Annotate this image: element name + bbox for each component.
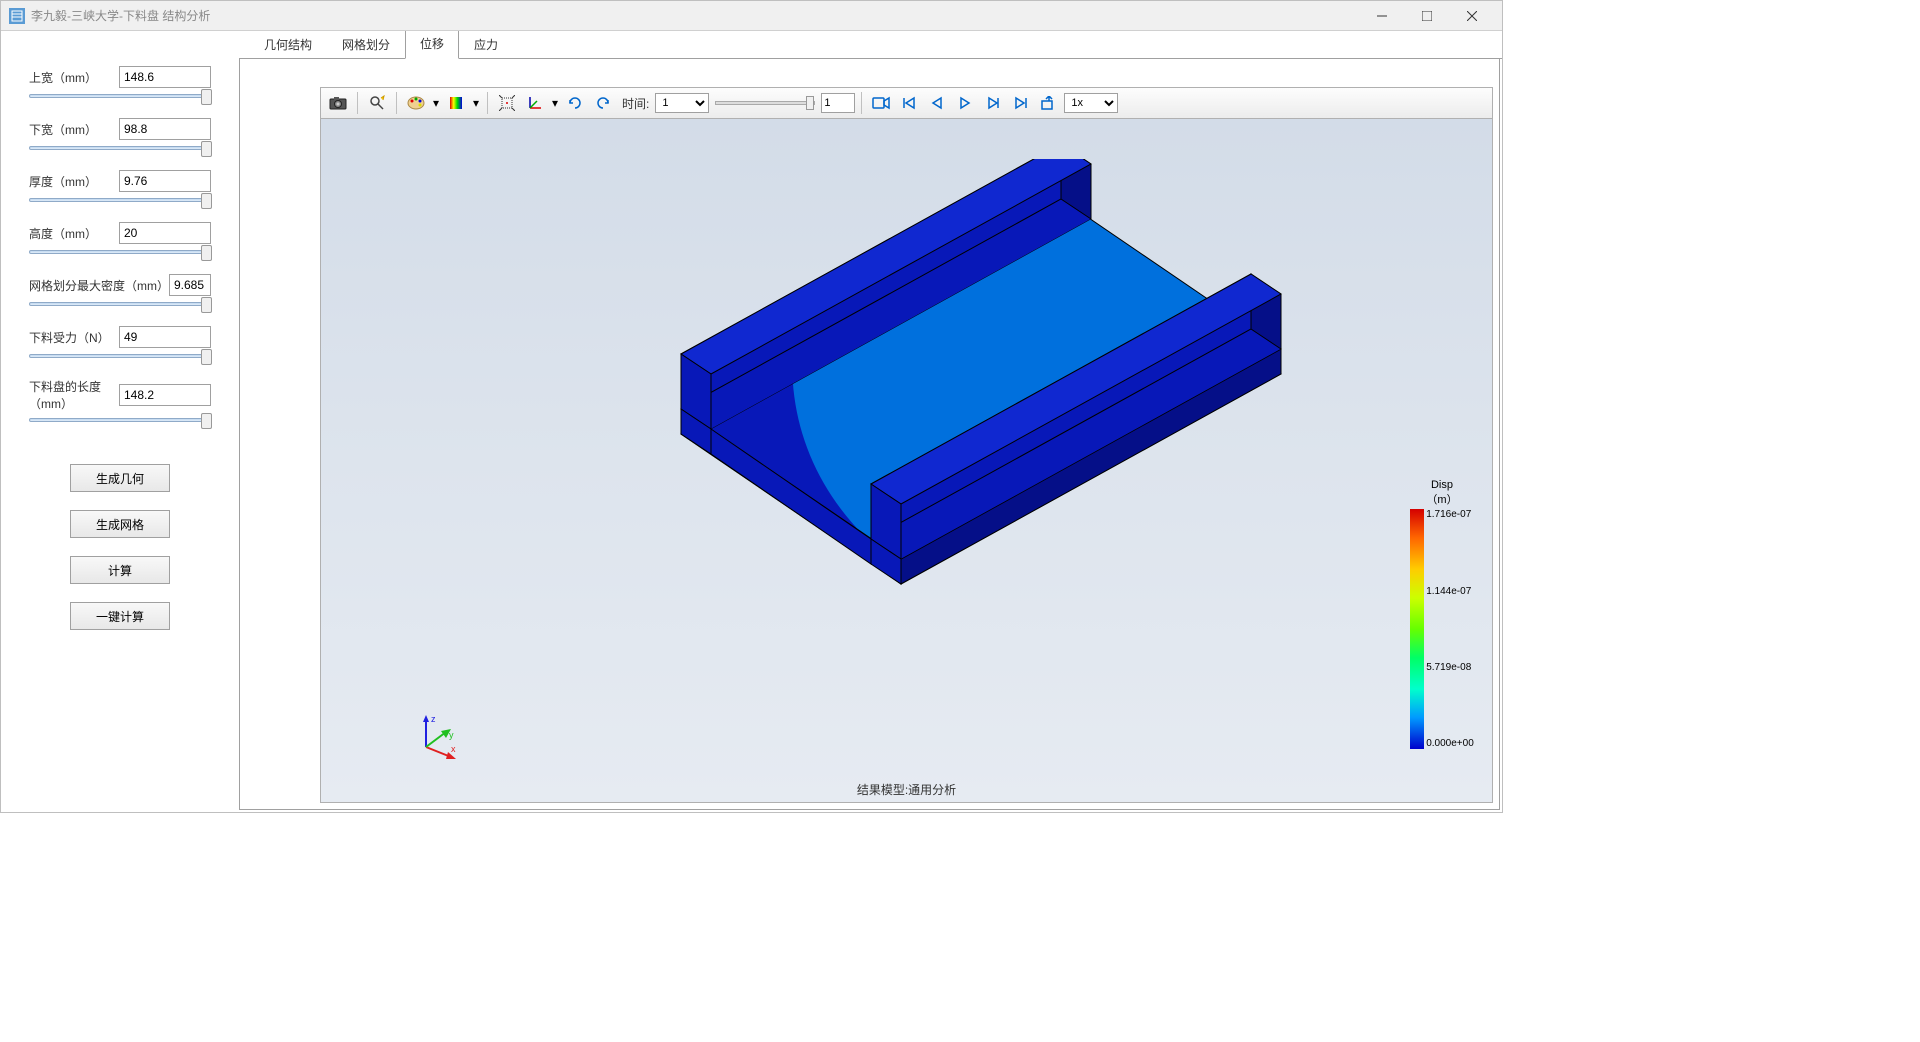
body: 上宽（mm） 下宽（mm） 厚度（mm） 高度（mm） 网格划分最大密度（mm） 下料受力… — [1, 31, 1502, 812]
param-input[interactable] — [119, 66, 211, 88]
param-slider[interactable] — [29, 250, 211, 254]
param-row: 下宽（mm） — [29, 118, 211, 140]
zoom-icon[interactable] — [364, 90, 390, 116]
speed-select[interactable]: 1x — [1064, 93, 1118, 113]
palette-icon[interactable] — [403, 90, 429, 116]
close-button[interactable] — [1449, 2, 1494, 30]
legend-title-1: Disp — [1431, 479, 1453, 492]
tab-网格划分[interactable]: 网格划分 — [327, 31, 405, 59]
param-row: 下料盘的长度（mm） — [29, 378, 211, 412]
model-render — [561, 159, 1321, 699]
param-slider[interactable] — [29, 198, 211, 202]
param-slider[interactable] — [29, 94, 211, 98]
time-select[interactable]: 1 — [655, 93, 709, 113]
export-icon[interactable] — [1036, 90, 1062, 116]
window-controls — [1359, 2, 1494, 30]
toolbar: ▾ ▾ ▾ 时间: 1 — [320, 87, 1493, 119]
axes-icon[interactable] — [522, 90, 548, 116]
param-label: 下料受力（N） — [29, 329, 110, 346]
compute-button[interactable]: 计算 — [70, 556, 170, 584]
app-window: 李九毅-三峡大学-下料盘 结构分析 上宽（mm） 下宽（mm） 厚度（mm） 高度（m… — [0, 0, 1503, 813]
cube-dropdown[interactable]: ▾ — [471, 96, 481, 110]
legend-title-2: （m） — [1426, 494, 1457, 507]
param-slider[interactable] — [29, 146, 211, 150]
legend-v2: 5.719e-08 — [1426, 662, 1474, 673]
camera-icon[interactable] — [325, 90, 351, 116]
param-row: 下料受力（N） — [29, 326, 211, 348]
param-row: 厚度（mm） — [29, 170, 211, 192]
rotate-ccw-icon[interactable] — [562, 90, 588, 116]
legend-colorbar — [1410, 509, 1424, 749]
status-text: 结果模型:通用分析 — [857, 781, 956, 798]
param-label: 下宽（mm） — [29, 121, 97, 138]
axes-dropdown[interactable]: ▾ — [550, 96, 560, 110]
fit-icon[interactable] — [494, 90, 520, 116]
param-label: 网格划分最大密度（mm） — [29, 277, 169, 294]
window-title: 李九毅-三峡大学-下料盘 结构分析 — [31, 7, 1359, 24]
frame-spin[interactable] — [821, 93, 855, 113]
param-label: 上宽（mm） — [29, 69, 97, 86]
legend-v1: 1.144e-07 — [1426, 586, 1474, 597]
play-icon[interactable] — [952, 90, 978, 116]
param-row: 上宽（mm） — [29, 66, 211, 88]
tab-几何结构[interactable]: 几何结构 — [249, 31, 327, 59]
one-click-compute-button[interactable]: 一键计算 — [70, 602, 170, 630]
sidebar: 上宽（mm） 下宽（mm） 厚度（mm） 高度（mm） 网格划分最大密度（mm） 下料受力… — [1, 31, 239, 812]
svg-text:z: z — [431, 714, 436, 724]
minimize-button[interactable] — [1359, 2, 1404, 30]
param-input[interactable] — [119, 326, 211, 348]
record-icon[interactable] — [868, 90, 894, 116]
svg-text:x: x — [451, 744, 456, 754]
viewport-wrap: ▾ ▾ ▾ 时间: 1 — [239, 59, 1500, 810]
param-input[interactable] — [119, 384, 211, 406]
tabs: 几何结构网格划分位移应力 — [239, 31, 1502, 59]
main-area: 几何结构网格划分位移应力 ▾ ▾ ▾ 时间: — [239, 31, 1502, 812]
button-group: 生成几何 生成网格 计算 一键计算 — [29, 464, 211, 630]
maximize-button[interactable] — [1404, 2, 1449, 30]
axis-triad: z x y — [411, 712, 461, 762]
legend-min: 0.000e+00 — [1426, 738, 1474, 749]
generate-geometry-button[interactable]: 生成几何 — [70, 464, 170, 492]
param-label: 下料盘的长度（mm） — [29, 378, 119, 412]
param-input[interactable] — [169, 274, 211, 296]
param-row: 网格划分最大密度（mm） — [29, 274, 211, 296]
generate-mesh-button[interactable]: 生成网格 — [70, 510, 170, 538]
param-input[interactable] — [119, 170, 211, 192]
time-slider[interactable] — [715, 101, 815, 105]
param-label: 厚度（mm） — [29, 173, 97, 190]
time-label: 时间: — [622, 95, 649, 112]
param-row: 高度（mm） — [29, 222, 211, 244]
viewport-canvas[interactable]: Disp （m） 1.716e-07 1.144e-07 5.719e-08 0… — [320, 119, 1493, 803]
param-slider[interactable] — [29, 418, 211, 422]
tab-应力[interactable]: 应力 — [459, 31, 513, 59]
param-label: 高度（mm） — [29, 225, 97, 242]
last-icon[interactable] — [1008, 90, 1034, 116]
legend-max: 1.716e-07 — [1426, 509, 1474, 520]
next-icon[interactable] — [980, 90, 1006, 116]
prev-icon[interactable] — [924, 90, 950, 116]
cube-icon[interactable] — [443, 90, 469, 116]
param-slider[interactable] — [29, 302, 211, 306]
tab-位移[interactable]: 位移 — [405, 31, 459, 59]
color-legend: Disp （m） 1.716e-07 1.144e-07 5.719e-08 0… — [1412, 479, 1472, 749]
first-icon[interactable] — [896, 90, 922, 116]
param-input[interactable] — [119, 118, 211, 140]
titlebar: 李九毅-三峡大学-下料盘 结构分析 — [1, 1, 1502, 31]
param-input[interactable] — [119, 222, 211, 244]
svg-text:y: y — [449, 730, 454, 740]
rotate-cw-icon[interactable] — [590, 90, 616, 116]
app-icon — [9, 8, 25, 24]
palette-dropdown[interactable]: ▾ — [431, 96, 441, 110]
param-slider[interactable] — [29, 354, 211, 358]
legend-labels: 1.716e-07 1.144e-07 5.719e-08 0.000e+00 — [1426, 509, 1474, 749]
